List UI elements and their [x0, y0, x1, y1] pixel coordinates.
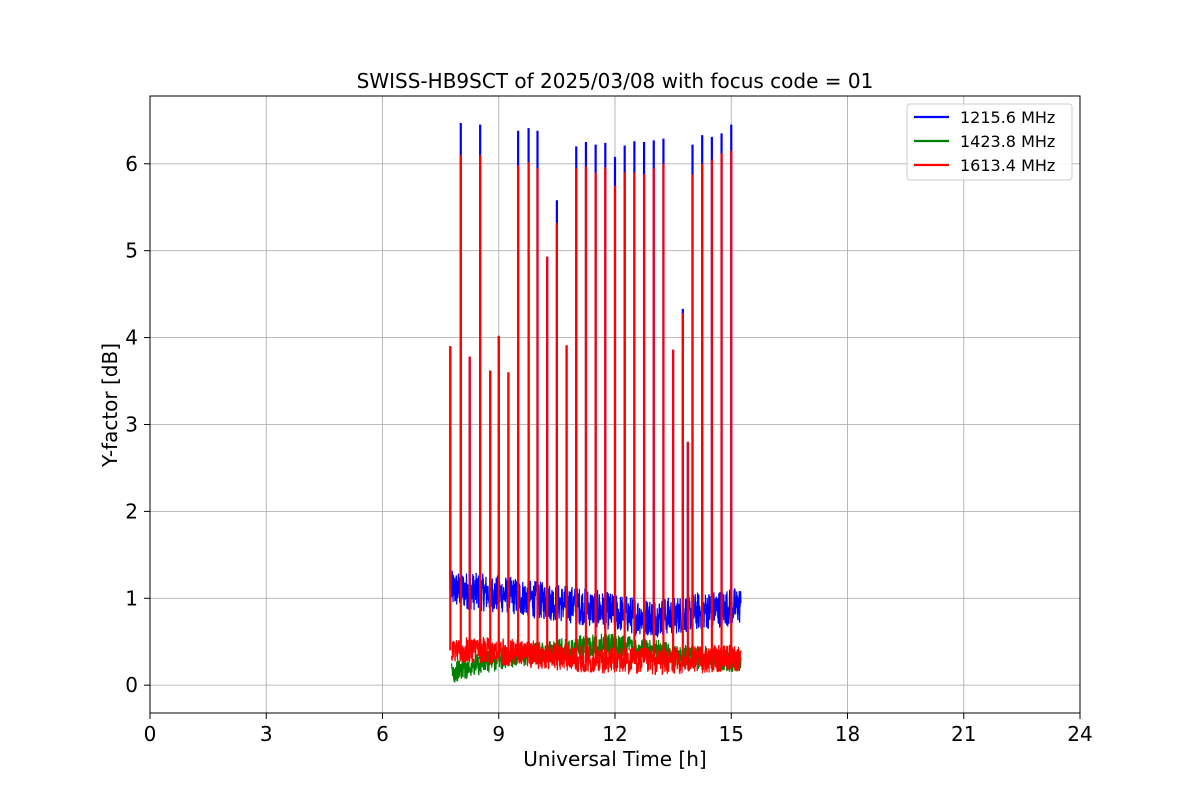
x-tick-label: 6 [376, 722, 389, 746]
y-tick-label: 6 [125, 152, 138, 176]
series-1613-4-mhz [449, 150, 742, 676]
legend-label: 1215.6 MHz [960, 108, 1055, 127]
y-tick-label: 4 [125, 326, 138, 350]
x-tick-label: 0 [144, 722, 157, 746]
legend-box [906, 103, 1073, 181]
x-tick-label: 18 [835, 722, 860, 746]
x-tick-label: 9 [492, 722, 505, 746]
series-layer [449, 122, 742, 683]
y-tick-label: 0 [125, 673, 138, 697]
legend-label: 1423.8 MHz [960, 132, 1055, 151]
x-tick-label: 24 [1067, 722, 1092, 746]
legend: 1215.6 MHz 1423.8 MHz 1613.4 MHz [906, 103, 1073, 181]
y-tick-label: 5 [125, 239, 138, 263]
legend-label: 1613.4 MHz [960, 156, 1055, 175]
x-tick-label: 3 [260, 722, 273, 746]
y-tick-label: 2 [125, 499, 138, 523]
y-axis-label: Y-factor [dB] [98, 343, 122, 468]
y-tick-label: 3 [125, 412, 138, 436]
y-tick-label: 1 [125, 586, 138, 610]
chart-title: SWISS-HB9SCT of 2025/03/08 with focus co… [357, 69, 874, 93]
x-tick-label: 15 [719, 722, 744, 746]
x-axis-label: Universal Time [h] [523, 747, 706, 771]
x-tick-label: 21 [951, 722, 976, 746]
x-tick-label: 12 [602, 722, 627, 746]
